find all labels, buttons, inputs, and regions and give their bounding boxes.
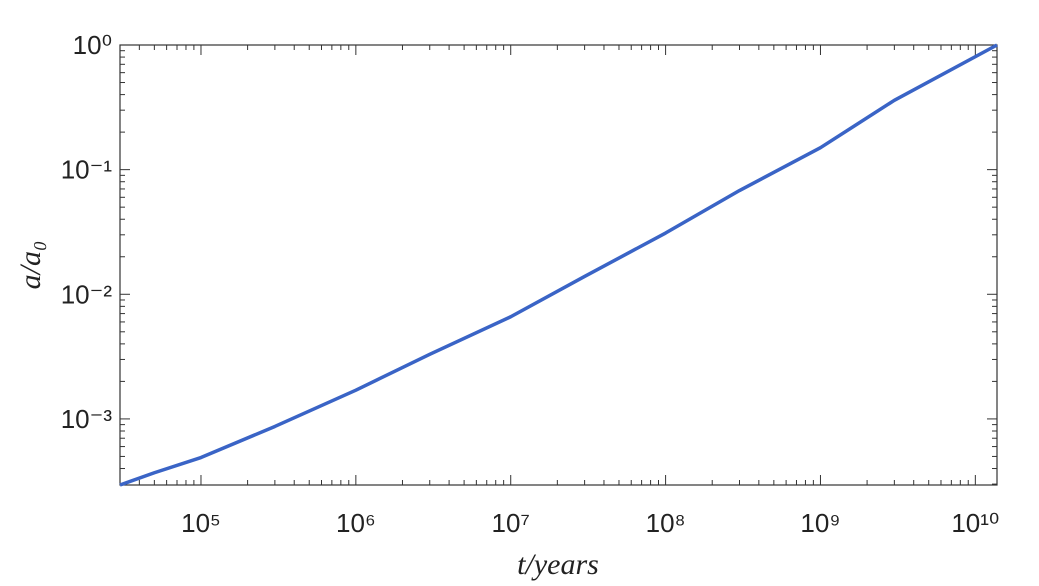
data-line bbox=[119, 43, 998, 487]
x-tick-label: 10⁶ bbox=[336, 508, 376, 538]
y-axis-label: a/a₀ bbox=[14, 241, 47, 290]
x-tick-label: 10⁹ bbox=[800, 508, 840, 538]
y-tick-label: 10⁰ bbox=[73, 30, 112, 60]
x-axis-label: t/years bbox=[517, 548, 599, 581]
y-tick-label: 10⁻¹ bbox=[61, 155, 113, 185]
x-tick-label: 10⁵ bbox=[181, 508, 221, 538]
x-tick-label: 10⁷ bbox=[492, 508, 530, 538]
x-tick-label: 10⁸ bbox=[646, 508, 686, 538]
y-tick-label: 10⁻² bbox=[61, 279, 113, 309]
y-tick-label: 10⁻³ bbox=[61, 404, 113, 434]
x-tick-label: 10¹⁰ bbox=[951, 508, 999, 538]
plot-frame bbox=[119, 44, 998, 486]
